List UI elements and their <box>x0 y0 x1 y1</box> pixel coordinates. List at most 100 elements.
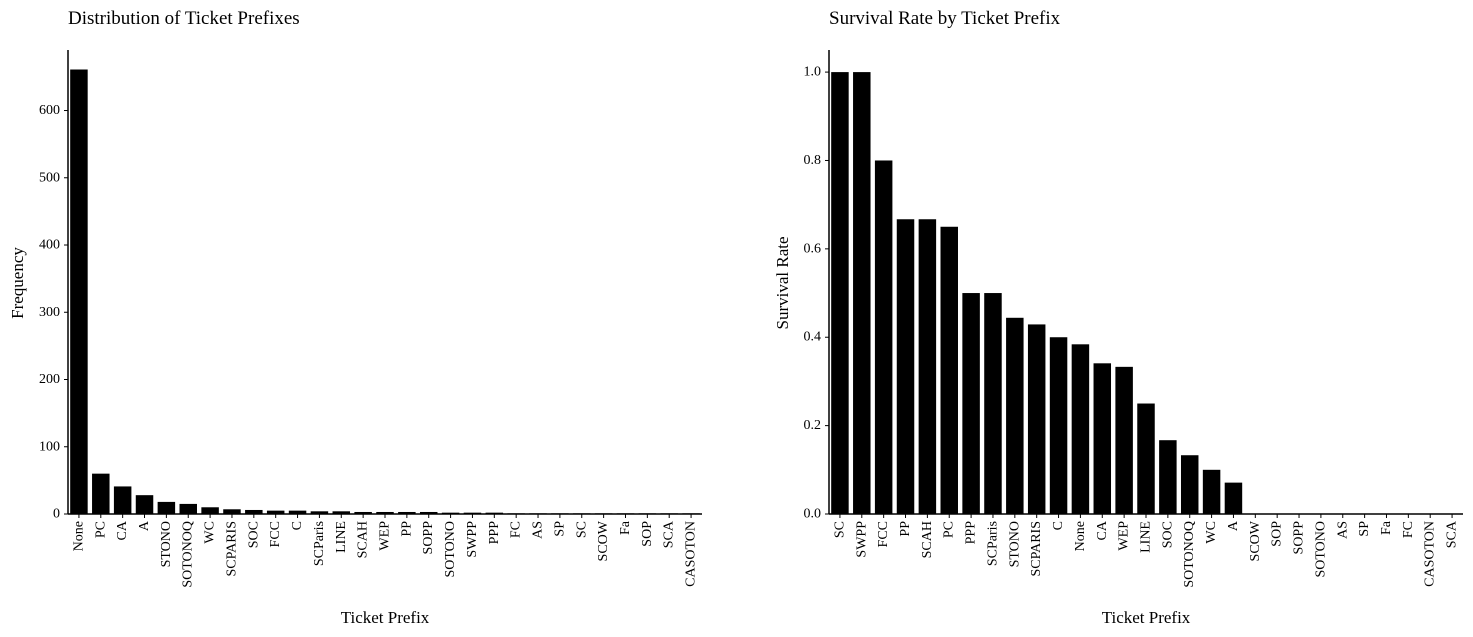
bar-ppp <box>962 293 980 514</box>
x-tick-label: SCAH <box>356 521 371 558</box>
x-tick-label: SOTONO <box>443 521 458 578</box>
bar-pc <box>940 226 958 514</box>
bar-sc <box>831 72 849 514</box>
x-tick-label: SCA <box>1445 520 1460 548</box>
x-tick-label: PC <box>942 521 957 538</box>
bar-none <box>1071 344 1090 514</box>
x-tick-label: SWPP <box>465 521 480 558</box>
bar-fcc <box>266 510 285 514</box>
x-tick-label: SOPP <box>1292 521 1307 555</box>
bar-wep <box>1115 366 1133 514</box>
x-tick-label: SOTONOQ <box>1182 521 1197 588</box>
x-tick-label: CASOTON <box>684 521 699 587</box>
x-tick-label: WC <box>1204 521 1219 544</box>
x-tick-label: SP <box>1357 521 1372 537</box>
bar-scparis <box>984 293 1002 514</box>
x-tick-label: AS <box>1335 521 1350 539</box>
x-tick-label: SOTONO <box>1313 521 1328 578</box>
x-tick-label: SOC <box>246 521 261 548</box>
x-tick-label: FC <box>509 521 524 538</box>
bar-a <box>135 495 154 514</box>
x-tick-label: SCOW <box>1248 520 1263 561</box>
chart-survival-rate: Survival Rate by Ticket Prefix Ticket Pr… <box>773 8 1463 627</box>
x-tick-label: PPP <box>487 521 502 545</box>
x-tick-label: WC <box>203 521 218 544</box>
bar-sopp <box>419 511 438 514</box>
y-tick-label: 300 <box>39 305 60 320</box>
x-tick-label: None <box>71 521 86 551</box>
y-tick-label: 0.8 <box>804 153 822 168</box>
bar-c <box>1049 337 1068 514</box>
chart-title: Survival Rate by Ticket Prefix <box>829 8 1061 29</box>
bar-ca <box>1093 363 1112 514</box>
x-tick-label: SCPARIS <box>224 521 239 577</box>
x-tick-label: CA <box>1095 520 1110 540</box>
x-tick-label: FC <box>1401 521 1416 538</box>
y-tick-label: 0.2 <box>804 418 822 433</box>
x-tick-label: C <box>1051 521 1066 530</box>
x-tick-label: FCC <box>268 521 283 547</box>
x-axis-label: Ticket Prefix <box>1102 608 1191 627</box>
y-axis-label: Survival Rate <box>773 236 792 329</box>
x-tick-label: A <box>1226 520 1241 531</box>
x-tick-label: PPP <box>964 521 979 545</box>
x-tick-label: PP <box>399 521 414 537</box>
x-axis-label: Ticket Prefix <box>341 608 430 627</box>
chart-title: Distribution of Ticket Prefixes <box>68 8 300 29</box>
y-tick-label: 0.4 <box>804 330 822 345</box>
bar-wc <box>1202 469 1221 514</box>
x-tick-label: SOC <box>1160 521 1175 548</box>
bar-scah <box>918 219 937 514</box>
bar-a <box>1224 482 1243 514</box>
x-tick-label: SC <box>832 521 847 538</box>
x-tick-label: LINE <box>1139 521 1154 553</box>
bar-scparis <box>1027 324 1046 514</box>
chart-ticket-prefix-distribution: Distribution of Ticket Prefixes Ticket P… <box>8 8 702 627</box>
bar-pp <box>896 219 915 514</box>
bar-c <box>288 510 307 514</box>
y-tick-label: 0.0 <box>804 507 822 522</box>
bar-ca <box>113 486 132 514</box>
bar-soc <box>245 509 263 514</box>
bar-line <box>332 511 351 514</box>
bar-pp <box>398 511 416 514</box>
x-tick-label: CA <box>115 520 130 540</box>
x-tick-label: LINE <box>334 521 349 553</box>
x-tick-label: AS <box>531 521 546 539</box>
bar-scah <box>354 511 372 514</box>
y-tick-label: 100 <box>39 439 60 454</box>
y-tick-label: 600 <box>39 103 60 118</box>
x-tick-label: PC <box>93 521 108 538</box>
x-tick-label: SCA <box>662 520 677 548</box>
x-tick-label: SP <box>552 521 567 537</box>
x-tick-label: Fa <box>618 520 633 535</box>
y-tick-label: 0.6 <box>804 241 822 256</box>
x-tick-label: None <box>1073 521 1088 551</box>
bar-scparis <box>223 509 241 514</box>
x-tick-label: SOP <box>1270 521 1285 547</box>
bar-none <box>70 69 88 514</box>
bar-swpp <box>853 72 871 514</box>
x-tick-label: C <box>290 521 305 530</box>
x-tick-label: SOTONOQ <box>181 521 196 588</box>
bar-wep <box>376 511 394 514</box>
x-tick-label: STONO <box>1007 521 1022 567</box>
bar-sotonoq <box>1180 455 1199 514</box>
x-tick-label: Fa <box>1379 520 1394 535</box>
y-axis-label: Frequency <box>8 247 27 319</box>
y-tick-label: 500 <box>39 170 60 185</box>
x-tick-label: SCParis <box>985 521 1000 566</box>
x-tick-label: PP <box>898 521 913 537</box>
x-tick-label: STONO <box>159 521 174 567</box>
bar-stono <box>157 501 176 514</box>
bar-fcc <box>874 160 893 515</box>
y-tick-label: 200 <box>39 372 60 387</box>
bar-line <box>1137 403 1155 514</box>
bar-sotonoq <box>179 503 197 514</box>
bar-stono <box>1006 317 1024 514</box>
x-tick-label: SOPP <box>421 521 436 555</box>
x-tick-label: SOP <box>640 521 655 547</box>
y-tick-label: 0 <box>53 507 60 522</box>
bar-pc <box>92 473 110 514</box>
x-tick-label: CASOTON <box>1423 521 1438 587</box>
